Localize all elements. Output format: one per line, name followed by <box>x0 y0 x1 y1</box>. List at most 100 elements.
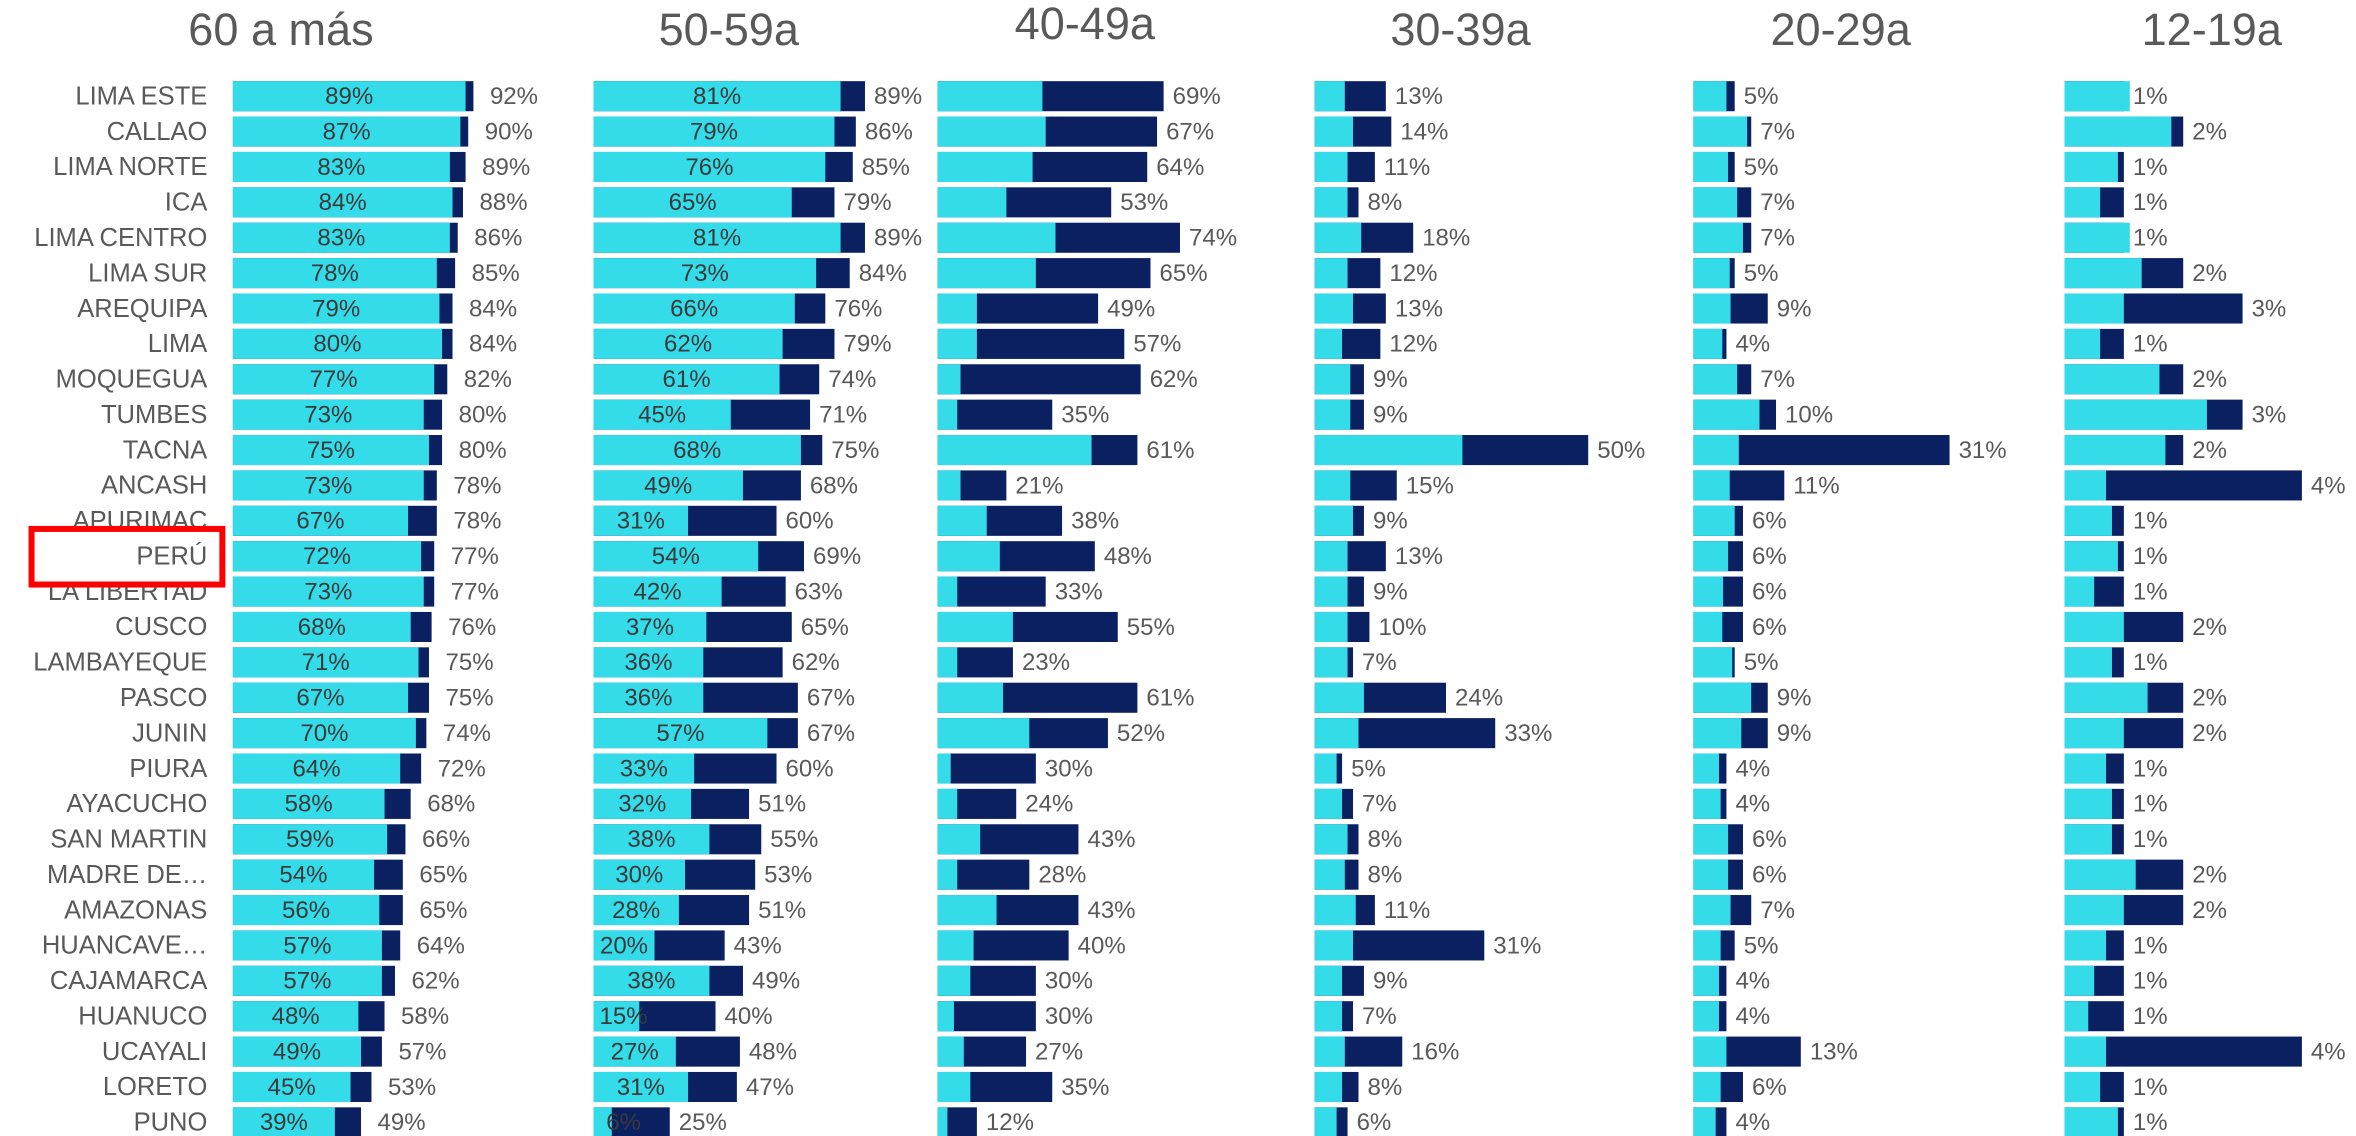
bar <box>1314 718 1359 749</box>
bar <box>1693 647 1733 678</box>
inner-label: 66% <box>670 295 718 322</box>
total-label: 13% <box>1395 543 1443 570</box>
total-label: 75% <box>446 685 494 712</box>
category-label: PUNO <box>134 1109 208 1136</box>
bar <box>232 824 388 855</box>
total-label: 6% <box>1752 1074 1787 1101</box>
bar <box>232 788 385 819</box>
total-label: 62% <box>792 649 840 676</box>
total-label: 48% <box>749 1038 797 1065</box>
bar <box>937 682 1004 713</box>
inner-label: 37% <box>626 614 674 641</box>
bar <box>937 611 1013 643</box>
total-label: 1% <box>2133 1074 2168 1101</box>
bar <box>232 1107 335 1136</box>
total-label: 43% <box>1087 897 1135 924</box>
bar <box>593 435 801 466</box>
total-label: 69% <box>813 543 861 570</box>
highlight-box <box>28 525 226 588</box>
category-label: PERÚ <box>136 541 207 570</box>
inner-label: 49% <box>644 472 692 499</box>
total-label: 23% <box>1022 649 1070 676</box>
total-label: 33% <box>1055 578 1103 605</box>
category-label: LIMA SUR <box>88 259 207 287</box>
category-label: LAMBAYEQUE <box>33 649 207 677</box>
total-label: 8% <box>1368 862 1403 889</box>
total-label: 7% <box>1362 649 1397 676</box>
total-label: 2% <box>2192 614 2227 641</box>
category-label: CALLAO <box>107 118 208 146</box>
inner-label: 70% <box>300 720 348 747</box>
total-label: 2% <box>2192 862 2227 889</box>
total-label: 1% <box>2133 826 2168 853</box>
total-label: 40% <box>725 1003 773 1030</box>
bar <box>593 1107 612 1136</box>
total-label: 15% <box>1406 472 1454 499</box>
inner-label: 28% <box>612 897 660 924</box>
category-label: LIMA <box>148 330 208 358</box>
inner-label: 81% <box>693 83 741 110</box>
inner-label: 32% <box>618 791 666 818</box>
total-label: 4% <box>2311 1038 2346 1065</box>
bar <box>593 364 780 395</box>
total-label: 63% <box>795 578 843 605</box>
category-label: TACNA <box>123 436 208 464</box>
total-label: 67% <box>807 685 855 712</box>
total-label: 3% <box>2252 402 2287 429</box>
bar <box>2064 505 2112 536</box>
total-label: 4% <box>1735 1109 1770 1136</box>
inner-label: 27% <box>611 1038 659 1065</box>
inner-label: 68% <box>298 614 346 641</box>
total-label: 48% <box>1104 543 1152 570</box>
total-label: 4% <box>1735 1003 1770 1030</box>
bar <box>232 258 437 289</box>
bar <box>1693 258 1730 289</box>
total-label: 6% <box>1752 578 1787 605</box>
category-label: CUSCO <box>115 613 207 641</box>
inner-label: 71% <box>302 649 350 676</box>
bar <box>593 258 817 289</box>
bar <box>2064 399 2207 430</box>
total-label: 7% <box>1760 118 1795 145</box>
bar <box>232 965 382 996</box>
bar <box>2064 364 2160 395</box>
total-label: 6% <box>1752 543 1787 570</box>
category-label: HUANCAVE… <box>42 932 208 960</box>
bar <box>1314 682 1364 713</box>
total-label: 9% <box>1373 508 1408 535</box>
total-label: 86% <box>474 225 522 252</box>
bar <box>937 435 1092 466</box>
inner-label: 57% <box>283 932 331 959</box>
bar <box>937 1036 964 1067</box>
category-label: MOQUEGUA <box>56 366 208 394</box>
panel-title: 12-19a <box>2142 4 2283 55</box>
total-label: 2% <box>2192 437 2227 464</box>
bar <box>1693 788 1721 819</box>
bar <box>1314 435 1463 466</box>
total-label: 67% <box>807 720 855 747</box>
bar <box>937 187 1007 218</box>
bar <box>1693 541 1729 572</box>
total-label: 11% <box>1793 472 1839 499</box>
total-label: 2% <box>2192 260 2227 287</box>
bar <box>2064 435 2166 466</box>
inner-label: 68% <box>673 437 721 464</box>
total-label: 4% <box>1735 791 1770 818</box>
bar <box>2064 895 2124 926</box>
bar <box>2064 1071 2101 1103</box>
inner-label: 33% <box>620 755 668 782</box>
bar <box>937 222 1056 253</box>
bar <box>937 505 987 536</box>
total-label: 5% <box>1744 83 1779 110</box>
inner-label: 56% <box>282 897 330 924</box>
total-label: 24% <box>1455 685 1503 712</box>
total-label: 30% <box>1045 1003 1093 1030</box>
bar <box>593 1001 640 1032</box>
total-label: 55% <box>1127 614 1175 641</box>
bar <box>232 364 435 395</box>
inner-label: 49% <box>273 1038 321 1065</box>
bar <box>2064 753 2107 784</box>
total-label: 7% <box>1362 791 1397 818</box>
inner-label: 83% <box>317 154 365 181</box>
total-label: 5% <box>1744 649 1779 676</box>
